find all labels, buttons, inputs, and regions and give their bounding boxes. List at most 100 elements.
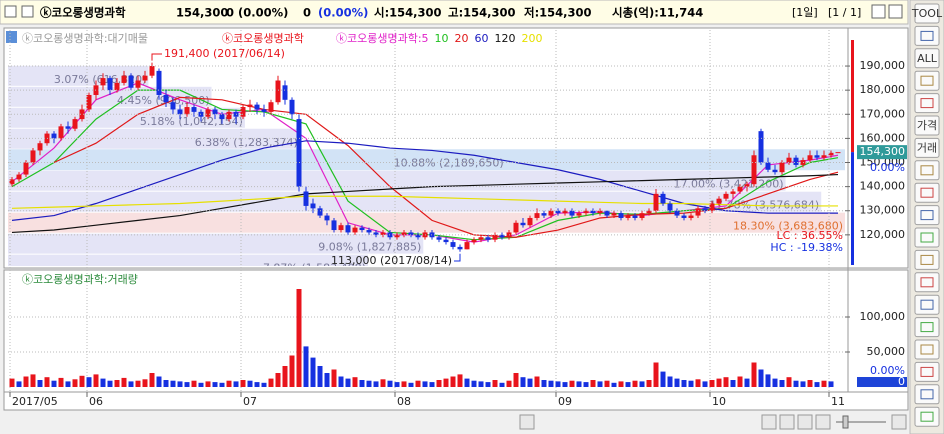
bottom-bar xyxy=(0,411,908,434)
volume-bar xyxy=(380,379,386,387)
candle-body xyxy=(23,162,29,175)
change2-pct: (0.00%) xyxy=(318,6,368,20)
button[interactable] xyxy=(779,414,795,430)
button[interactable] xyxy=(888,4,903,19)
tool-button[interactable] xyxy=(914,160,940,181)
tool-button[interactable] xyxy=(914,317,940,338)
tool-button[interactable] xyxy=(914,205,940,226)
candle-body xyxy=(478,237,484,240)
candle-body xyxy=(681,215,687,218)
candle-body xyxy=(191,107,197,112)
profile-label: 7.87% (1,583,408) xyxy=(263,262,366,275)
tool-button[interactable] xyxy=(914,294,940,315)
candle-body xyxy=(660,193,666,204)
candle-body xyxy=(821,155,827,158)
volume-bar xyxy=(275,373,281,387)
volume-bar xyxy=(212,382,218,387)
candle-body xyxy=(716,198,722,204)
volume-bar xyxy=(191,380,197,387)
candle-body xyxy=(275,80,281,103)
tool-button[interactable] xyxy=(914,25,940,46)
volume-tag-label: 0 xyxy=(898,375,905,388)
checkbox[interactable] xyxy=(4,5,17,18)
volume-bar xyxy=(121,377,127,387)
candle-body xyxy=(450,242,456,247)
slider-thumb[interactable] xyxy=(842,415,849,429)
tool-button[interactable] xyxy=(914,3,940,24)
tool-button[interactable] xyxy=(914,137,940,158)
volume-bar xyxy=(807,380,813,387)
profile-label: 5.18% (1,042,154) xyxy=(140,115,243,128)
tool-icon xyxy=(920,277,934,288)
button[interactable] xyxy=(519,414,535,430)
volume-bar xyxy=(723,377,729,387)
candle-body xyxy=(156,70,162,95)
tool-label: TOOL xyxy=(911,7,943,20)
tool-icon xyxy=(920,165,934,176)
checkbox[interactable] xyxy=(21,5,34,18)
volume-bar xyxy=(744,378,750,387)
profile-bar xyxy=(8,170,786,191)
volume-bar xyxy=(492,380,498,387)
x-tick-label: 08 xyxy=(397,395,411,408)
icon[interactable] xyxy=(6,31,17,43)
volume-bar xyxy=(786,377,792,387)
volume-bar xyxy=(247,380,253,387)
button[interactable] xyxy=(815,414,831,430)
x-tick-label: 09 xyxy=(558,395,572,408)
candle-body xyxy=(541,213,547,216)
legend-volume: ⓚ코오롱생명과학:거래량 xyxy=(22,273,138,286)
button[interactable] xyxy=(871,4,886,19)
candle-body xyxy=(513,222,519,233)
volume-bar xyxy=(709,380,715,387)
candle-body xyxy=(114,82,120,91)
tool-button[interactable] xyxy=(914,182,940,203)
candle-body xyxy=(611,213,617,216)
volume-bar xyxy=(366,380,372,387)
candle-body xyxy=(352,227,358,233)
header-bar xyxy=(0,0,909,25)
candle-body xyxy=(828,152,834,156)
candle-body xyxy=(93,85,99,95)
candle-body xyxy=(303,191,309,206)
button[interactable] xyxy=(761,414,777,430)
tool-button[interactable] xyxy=(914,48,940,69)
button[interactable] xyxy=(797,414,813,430)
tool-button[interactable] xyxy=(914,249,940,270)
button[interactable] xyxy=(891,414,907,430)
tool-button[interactable] xyxy=(914,406,940,427)
tool-button[interactable] xyxy=(914,339,940,360)
tool-button[interactable] xyxy=(914,361,940,382)
volume-bar xyxy=(163,380,169,387)
volume-bar xyxy=(338,376,344,387)
volume-bar xyxy=(16,381,22,387)
tool-button[interactable] xyxy=(914,93,940,114)
volume-bar xyxy=(499,382,505,387)
candle-body xyxy=(492,234,498,240)
tool-button[interactable] xyxy=(914,115,940,136)
volume-bar xyxy=(9,378,15,387)
tool-button[interactable] xyxy=(914,272,940,293)
volume-bar xyxy=(618,381,624,387)
volume-bar xyxy=(324,373,330,387)
candle-body xyxy=(380,232,386,235)
y-tick-label: 140,000 xyxy=(860,180,906,193)
volume-bar xyxy=(415,380,421,387)
tool-label: ALL xyxy=(917,52,938,65)
volume-bar xyxy=(639,381,645,387)
scroll-controls xyxy=(519,414,907,430)
volume-bar xyxy=(583,382,589,387)
candle-body xyxy=(534,213,540,218)
tool-button[interactable] xyxy=(914,227,940,248)
candle-body xyxy=(317,208,323,216)
candle-body xyxy=(359,227,365,231)
price-tag xyxy=(857,145,907,160)
volume-bar xyxy=(772,378,778,387)
tool-button[interactable] xyxy=(914,70,940,91)
profile-label: 18.30% (3,683,680) xyxy=(733,220,843,233)
tool-button[interactable] xyxy=(914,384,940,405)
candle-body xyxy=(184,107,190,115)
tool-icon xyxy=(920,344,934,355)
period[interactable]: [1일] xyxy=(792,5,818,19)
volume-bar xyxy=(226,380,232,387)
